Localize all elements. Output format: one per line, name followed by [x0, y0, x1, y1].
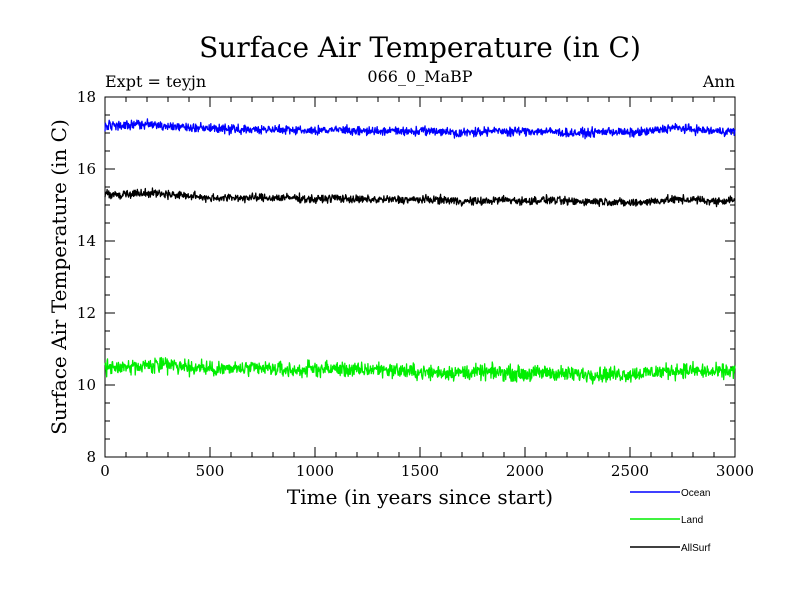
chart-title: Surface Air Temperature (in C)	[199, 31, 641, 64]
legend-label-allsurf: AllSurf	[681, 543, 711, 554]
series-line-allsurf	[104, 187, 736, 208]
series-group	[104, 118, 736, 385]
plot-area	[104, 96, 736, 458]
x-tick-label: 500	[196, 462, 225, 480]
x-axis-label: Time (in years since start)	[287, 485, 553, 509]
legend-label-ocean: Ocean	[681, 488, 710, 499]
y-axis: 8 10 12 14 16 18	[77, 88, 735, 466]
x-axis: 0 500 1000 1500 2000 2500 3000	[100, 97, 754, 480]
y-tick-label: 16	[77, 160, 96, 178]
y-tick-label: 12	[77, 304, 96, 322]
legend-label-land: Land	[681, 515, 703, 526]
y-tick-label: 10	[77, 376, 96, 394]
series-line-land	[104, 356, 736, 385]
y-tick-label: 8	[86, 448, 96, 466]
chart-subtitle-right: Ann	[702, 72, 735, 91]
y-tick-label: 18	[77, 88, 96, 106]
y-axis-label: Surface Air Temperature (in C)	[47, 119, 71, 435]
chart-subtitle-left: Expt = teyjn	[105, 72, 206, 91]
x-tick-label: 2500	[611, 462, 649, 480]
x-tick-label: 1500	[401, 462, 439, 480]
legend: Ocean Land AllSurf	[630, 488, 711, 554]
x-tick-label: 1000	[296, 462, 334, 480]
chart-subtitle-center: 066_0_MaBP	[367, 67, 472, 86]
series-line-ocean	[104, 118, 736, 140]
y-tick-label: 14	[77, 232, 96, 250]
x-tick-label: 0	[100, 462, 110, 480]
x-tick-label: 3000	[716, 462, 754, 480]
x-tick-label: 2000	[506, 462, 544, 480]
